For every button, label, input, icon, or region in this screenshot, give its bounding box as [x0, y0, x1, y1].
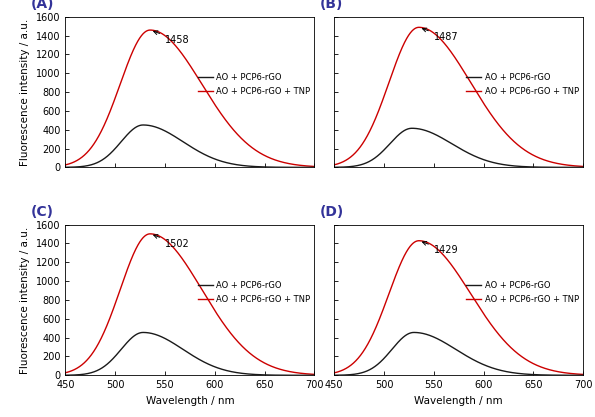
Text: (A): (A) [30, 0, 54, 11]
Y-axis label: Fluorescence intensity / a.u.: Fluorescence intensity / a.u. [20, 18, 30, 166]
Text: 1458: 1458 [154, 31, 190, 45]
Legend: AO + PCP6-rGO, AO + PCP6-rGO + TNP: AO + PCP6-rGO, AO + PCP6-rGO + TNP [198, 281, 310, 304]
Text: (D): (D) [320, 205, 343, 219]
X-axis label: Wavelength / nm: Wavelength / nm [414, 396, 503, 406]
Text: (C): (C) [30, 205, 54, 219]
Text: 1429: 1429 [422, 241, 458, 256]
X-axis label: Wavelength / nm: Wavelength / nm [146, 396, 234, 406]
Y-axis label: Fluorescence intensity / a.u.: Fluorescence intensity / a.u. [20, 226, 30, 374]
Legend: AO + PCP6-rGO, AO + PCP6-rGO + TNP: AO + PCP6-rGO, AO + PCP6-rGO + TNP [466, 281, 579, 304]
Text: (B): (B) [320, 0, 343, 11]
Legend: AO + PCP6-rGO, AO + PCP6-rGO + TNP: AO + PCP6-rGO, AO + PCP6-rGO + TNP [466, 73, 579, 95]
Text: 1487: 1487 [422, 28, 458, 42]
Text: 1502: 1502 [154, 235, 190, 249]
Legend: AO + PCP6-rGO, AO + PCP6-rGO + TNP: AO + PCP6-rGO, AO + PCP6-rGO + TNP [198, 73, 310, 95]
